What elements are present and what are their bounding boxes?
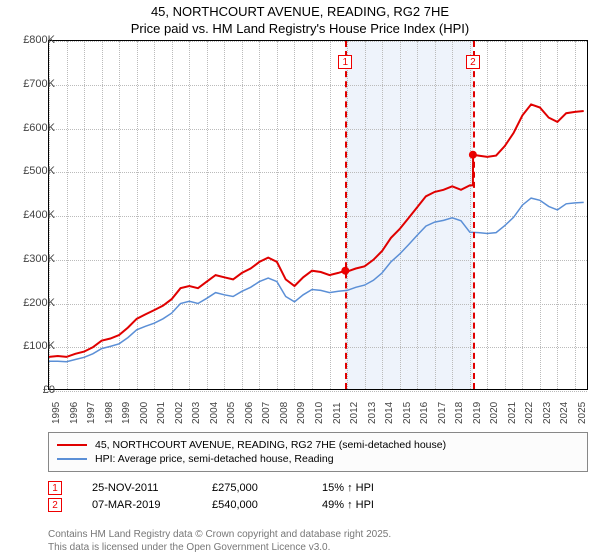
footer-line2: This data is licensed under the Open Gov…: [48, 541, 391, 554]
title-line2: Price paid vs. HM Land Registry's House …: [0, 21, 600, 38]
footer-line1: Contains HM Land Registry data © Crown c…: [48, 528, 391, 541]
y-tick-label: £700K: [23, 78, 55, 90]
event-row-2: 2 07-MAR-2019 £540,000 49% ↑ HPI: [48, 498, 374, 512]
x-tick-label: 1999: [121, 402, 132, 424]
chart-event-marker: 2: [466, 55, 480, 69]
x-tick-label: 2021: [507, 402, 518, 424]
x-tick-label: 2003: [191, 402, 202, 424]
x-tick-label: 2017: [437, 402, 448, 424]
chart-event-marker: 1: [338, 55, 352, 69]
legend-row-1: 45, NORTHCOURT AVENUE, READING, RG2 7HE …: [57, 439, 579, 451]
legend: 45, NORTHCOURT AVENUE, READING, RG2 7HE …: [48, 432, 588, 472]
event-marker-1: 1: [48, 481, 62, 495]
x-tick-label: 2001: [156, 402, 167, 424]
x-tick-label: 2019: [472, 402, 483, 424]
x-tick-label: 2013: [367, 402, 378, 424]
series-line-0: [49, 104, 584, 357]
legend-label-2: HPI: Average price, semi-detached house,…: [95, 453, 334, 465]
x-tick-label: 2025: [577, 402, 588, 424]
event-hpi-2: 49% ↑ HPI: [322, 499, 374, 511]
chart-container: 45, NORTHCOURT AVENUE, READING, RG2 7HE …: [0, 0, 600, 560]
x-tick-label: 2006: [244, 402, 255, 424]
x-tick-label: 2007: [261, 402, 272, 424]
x-tick-label: 2023: [542, 402, 553, 424]
event-row-1: 1 25-NOV-2011 £275,000 15% ↑ HPI: [48, 481, 374, 495]
event-date-1: 25-NOV-2011: [92, 482, 182, 494]
x-tick-label: 2014: [384, 402, 395, 424]
event-date-2: 07-MAR-2019: [92, 499, 182, 511]
x-tick-label: 2005: [226, 402, 237, 424]
x-tick-label: 1995: [51, 402, 62, 424]
x-tick-label: 2012: [349, 402, 360, 424]
x-tick-label: 2022: [524, 402, 535, 424]
x-tick-label: 2020: [489, 402, 500, 424]
x-tick-label: 2010: [314, 402, 325, 424]
plot-area: 12: [48, 40, 588, 390]
legend-swatch-1: [57, 444, 87, 446]
title-line1: 45, NORTHCOURT AVENUE, READING, RG2 7HE: [0, 4, 600, 21]
y-tick-label: £800K: [23, 34, 55, 46]
y-tick-label: £600K: [23, 122, 55, 134]
chart-title: 45, NORTHCOURT AVENUE, READING, RG2 7HE …: [0, 0, 600, 38]
y-tick-label: £500K: [23, 165, 55, 177]
x-tick-label: 2008: [279, 402, 290, 424]
x-tick-label: 2011: [332, 402, 343, 424]
legend-swatch-2: [57, 458, 87, 460]
x-tick-label: 1997: [86, 402, 97, 424]
legend-label-1: 45, NORTHCOURT AVENUE, READING, RG2 7HE …: [95, 439, 446, 451]
legend-row-2: HPI: Average price, semi-detached house,…: [57, 453, 579, 465]
x-tick-label: 2000: [139, 402, 150, 424]
event-price-2: £540,000: [212, 499, 292, 511]
y-tick-label: £400K: [23, 209, 55, 221]
x-tick-label: 2004: [209, 402, 220, 424]
x-tick-label: 2018: [454, 402, 465, 424]
x-tick-label: 1996: [69, 402, 80, 424]
event-price-1: £275,000: [212, 482, 292, 494]
x-tick-label: 1998: [104, 402, 115, 424]
events-table: 1 25-NOV-2011 £275,000 15% ↑ HPI 2 07-MA…: [48, 478, 374, 515]
x-tick-label: 2009: [296, 402, 307, 424]
chart-svg: [49, 41, 587, 389]
y-tick-label: £0: [43, 384, 55, 396]
series-line-1: [49, 198, 584, 362]
y-tick-label: £300K: [23, 253, 55, 265]
y-tick-label: £100K: [23, 340, 55, 352]
event-hpi-1: 15% ↑ HPI: [322, 482, 374, 494]
footer: Contains HM Land Registry data © Crown c…: [48, 528, 391, 554]
event-marker-2: 2: [48, 498, 62, 512]
x-tick-label: 2015: [402, 402, 413, 424]
x-tick-label: 2016: [419, 402, 430, 424]
y-tick-label: £200K: [23, 297, 55, 309]
x-tick-label: 2024: [559, 402, 570, 424]
x-tick-label: 2002: [174, 402, 185, 424]
